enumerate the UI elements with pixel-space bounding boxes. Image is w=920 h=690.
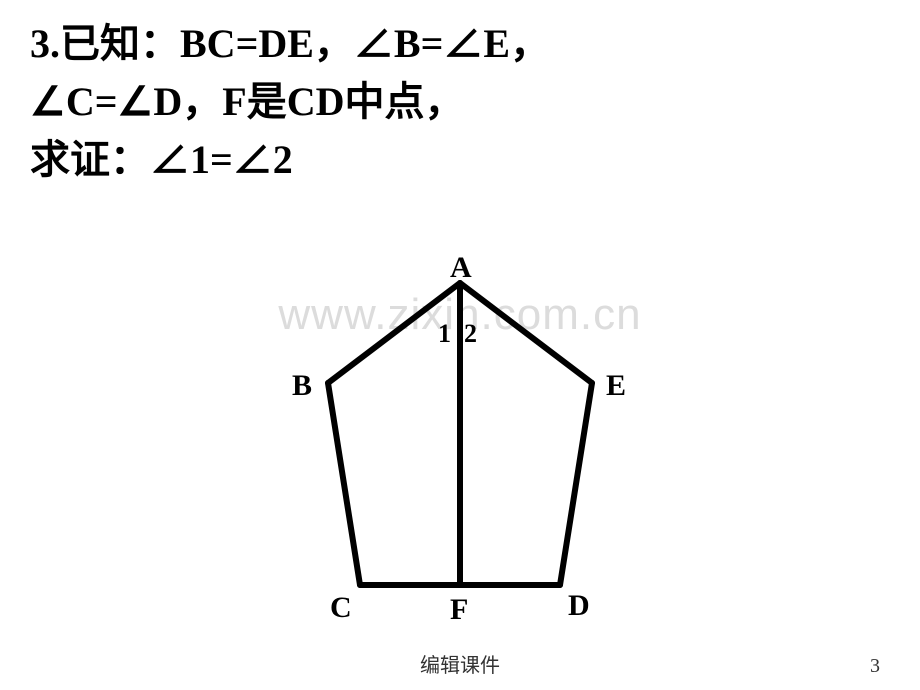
problem-line-2: ∠C=∠D，F是CD中点， xyxy=(30,73,890,131)
angle-label-2: 2 xyxy=(464,319,477,349)
problem-statement: 3.已知：BC=DE，∠B=∠E， ∠C=∠D，F是CD中点， 求证：∠1=∠2 xyxy=(30,15,890,189)
vertex-label-a: A xyxy=(450,251,472,285)
vertex-label-e: E xyxy=(606,369,626,403)
problem-line-1: 3.已知：BC=DE，∠B=∠E， xyxy=(30,15,890,73)
vertex-label-d: D xyxy=(568,589,590,623)
vertex-label-c: C xyxy=(330,591,352,625)
page-number: 3 xyxy=(870,655,880,678)
pentagon-svg xyxy=(250,265,670,635)
footer-caption: 编辑课件 xyxy=(420,649,500,678)
angle-label-1: 1 xyxy=(438,319,451,349)
vertex-label-b: B xyxy=(292,369,312,403)
geometry-figure: A B C F D E 1 2 xyxy=(250,265,670,635)
problem-line-3: 求证：∠1=∠2 xyxy=(30,131,890,189)
vertex-label-f: F xyxy=(450,593,468,627)
